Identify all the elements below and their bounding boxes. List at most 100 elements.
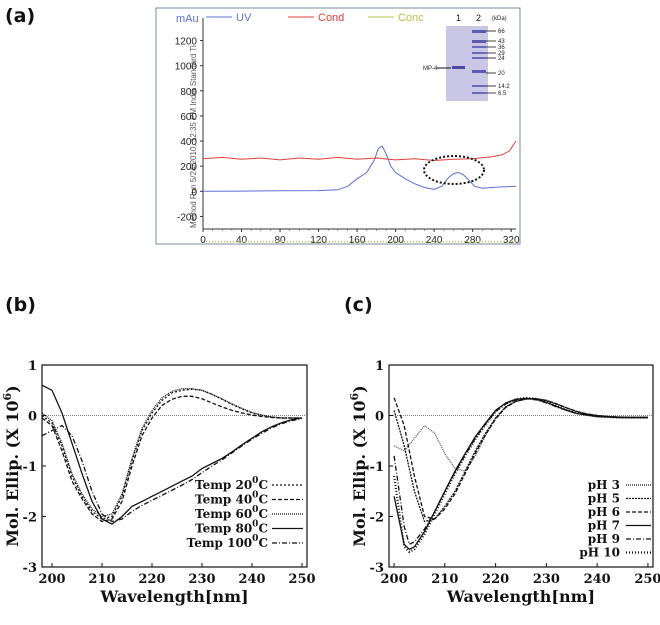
chart-b-xtick-label: 240 xyxy=(238,572,265,587)
chart-b-series xyxy=(42,388,302,518)
gel-background xyxy=(446,26,488,101)
gel-marker-label: 36 xyxy=(498,45,505,51)
legend-entry-name: pH 3 xyxy=(588,478,620,492)
chart-b-legend-entry: Temp 800C xyxy=(195,520,268,536)
legend-entry-degree: 0 xyxy=(252,520,258,530)
chart-b-legend-entry: Temp 600C xyxy=(195,505,268,521)
legend-entry-degree: 0 xyxy=(252,491,258,501)
legend-entry-name: pH 10 xyxy=(579,546,620,560)
chart-b-xtick-label: 220 xyxy=(138,572,165,587)
gel-lane-1-label: 1 xyxy=(456,13,461,23)
legend-entry-name: pH 7 xyxy=(588,519,620,533)
panel-label-b: (b) xyxy=(5,294,36,316)
chart-b-legend-entry: Temp 200C xyxy=(195,476,268,492)
chart-c-series xyxy=(393,398,648,472)
chart-a-ytick-label: 1200 xyxy=(175,37,198,48)
legend-entry-degree: 0 xyxy=(252,505,258,515)
gel-marker-band xyxy=(472,52,486,54)
legend-entry-unit: C xyxy=(258,522,268,536)
chart-c-xtick-label: 250 xyxy=(634,572,660,587)
gel-lane-2-label: 2 xyxy=(476,13,481,23)
chart-a-legend-entry: Conc xyxy=(398,12,424,24)
chart-a-ytick-label: 200 xyxy=(180,162,197,173)
legend-entry-degree: 0 xyxy=(252,534,258,544)
legend-entry-unit: C xyxy=(258,478,268,492)
gel-marker-label: 24 xyxy=(498,56,505,62)
chart-a-xtick-label: 240 xyxy=(426,235,443,246)
legend-entry-name: Temp 60 xyxy=(195,507,252,521)
chart-a-xtick-label: 320 xyxy=(503,235,520,246)
chart-a-legend-entry: UV xyxy=(236,12,252,24)
legend-entry-unit: C xyxy=(258,493,268,507)
chart-a-xtick-label: 120 xyxy=(310,235,327,246)
gel-band-label: MP-4 xyxy=(423,66,438,72)
gel-marker-label: 43 xyxy=(498,39,505,45)
chart-b-legend-entry: Temp 1000C xyxy=(187,534,268,550)
chart-c-series xyxy=(393,398,648,546)
chart-a-xtick-label: 160 xyxy=(349,235,366,246)
chart-c-legend-entry: pH 5 xyxy=(588,492,620,506)
chart-c-legend: pH 3pH 5pH 6pH 7pH 9pH 10 xyxy=(579,478,651,560)
gel-marker-band xyxy=(472,70,486,73)
gel-marker-band xyxy=(472,30,486,33)
chart-c-ylabel-text: Mol. Ellip. (X 10 xyxy=(350,401,369,547)
chart-a-series-uv xyxy=(202,145,517,192)
chart-a-ytick-label: -200 xyxy=(177,212,197,223)
chart-b-ylabel: Mol. Ellip. (X 106) xyxy=(1,385,22,546)
chart-b-ytick-label: -3 xyxy=(23,561,37,576)
legend-entry-name: Temp 40 xyxy=(195,493,252,507)
gel-marker-label: 66 xyxy=(498,29,505,35)
peak-highlight-ellipse xyxy=(423,155,485,185)
chart-c-ytick-label: -2 xyxy=(370,511,384,526)
legend-entry-name: Temp 100 xyxy=(187,536,253,550)
gel-marker-band xyxy=(472,85,486,87)
legend-entry-name: Temp 80 xyxy=(195,522,252,536)
chart-c-xtick-label: 240 xyxy=(584,572,611,587)
chart-a-ytick-label: 400 xyxy=(180,137,197,148)
gel-marker-label: 29 xyxy=(498,51,505,57)
chart-b-ytick-label: -1 xyxy=(23,460,37,475)
chart-c-xtick-label: 220 xyxy=(482,572,509,587)
chart-c-ytick-label: -1 xyxy=(370,460,384,475)
gel-marker-band xyxy=(472,46,486,48)
gel-marker-label: 14.2 xyxy=(498,84,510,90)
legend-entry-name: pH 9 xyxy=(588,532,620,546)
chart-b-series xyxy=(42,395,302,523)
method-run-label: Method Run 5/24/2010, 12:35 PM India Sta… xyxy=(189,45,198,228)
chart-b-series xyxy=(42,384,303,525)
chart-c-series xyxy=(393,397,648,520)
chart-b-ylabel-close: ) xyxy=(3,385,22,393)
chart-a-xtick-label: 200 xyxy=(387,235,404,246)
chart-a-xtick-label: 80 xyxy=(274,235,286,246)
chart-b-xlabel: Wavelength[nm] xyxy=(99,587,248,606)
chart-a-ylabel: mAu xyxy=(176,13,199,25)
chart-a-legend: UV Cond Conc xyxy=(206,12,424,24)
gel-marker-band xyxy=(472,57,486,59)
chart-c-ylabel-exponent: 6 xyxy=(348,393,361,401)
gel-band-mp4 xyxy=(452,66,465,69)
chart-b-ytick-label: 0 xyxy=(28,410,37,425)
legend-entry-degree: 0 xyxy=(252,476,258,486)
chart-c-xlabel: Wavelength[nm] xyxy=(446,587,595,606)
chart-c-legend-entry: pH 10 xyxy=(579,546,620,560)
chart-b-legend-entry: Temp 400C xyxy=(195,491,268,507)
chart-c-ytick-label: 1 xyxy=(375,359,384,374)
chart-c-legend-entry: pH 6 xyxy=(588,505,620,519)
chart-b-ytick-label: -2 xyxy=(23,511,37,526)
legend-entry-name: pH 5 xyxy=(588,492,620,506)
legend-entry-name: pH 6 xyxy=(588,505,620,519)
panel-label-c: (c) xyxy=(344,294,373,316)
gel-marker-band xyxy=(472,92,486,94)
chart-a-xtick-label: 280 xyxy=(464,235,481,246)
chart-b-xtick-label: 250 xyxy=(288,572,315,587)
chart-a-ytick-label: 600 xyxy=(180,112,197,123)
legend-entry-unit: C xyxy=(258,536,268,550)
gel-marker-label: 20 xyxy=(498,71,505,77)
chart-a-series-cond xyxy=(202,140,517,162)
chart-c-ylabel: Mol. Ellip. (X 106) xyxy=(348,385,369,546)
chart-b-ylabel-text: Mol. Ellip. (X 10 xyxy=(3,401,22,547)
